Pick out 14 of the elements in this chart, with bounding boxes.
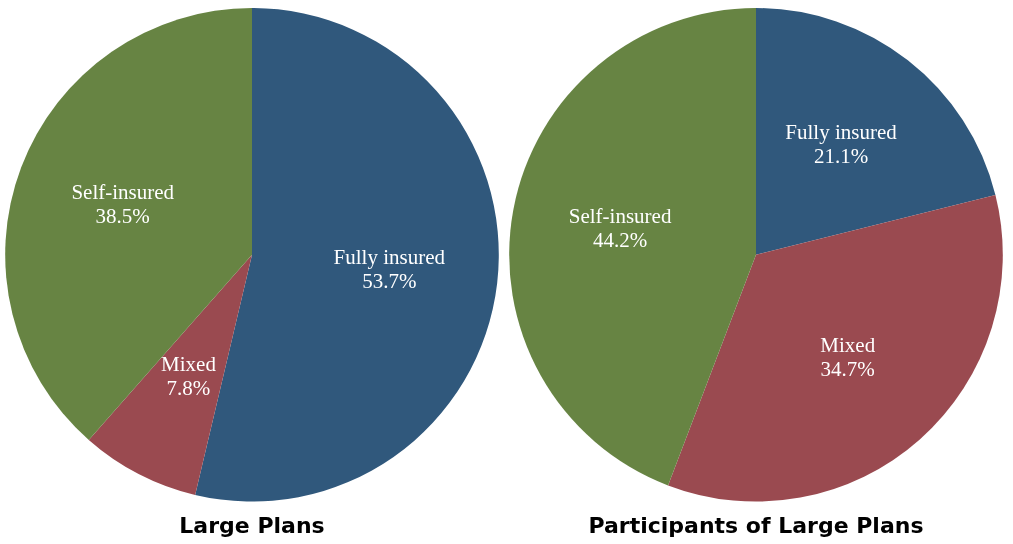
slice-label: Mixed: [161, 352, 217, 377]
data-label: 53.7%: [362, 269, 417, 294]
slice-label: Self-insured: [71, 180, 175, 205]
data-label: 44.2%: [592, 228, 648, 253]
slice-label: Self-insured: [568, 204, 672, 229]
data-label: 34.7%: [820, 356, 875, 381]
text: Large Plans: [179, 512, 325, 538]
text: Participants of Large Plans: [588, 512, 924, 538]
slice-label: Fully insured: [333, 245, 446, 270]
data-label: 7.8%: [166, 376, 211, 401]
data-label: 38.5%: [95, 204, 150, 229]
slice-label: Mixed: [820, 332, 876, 357]
slice-label: Fully insured: [785, 120, 898, 145]
data-label: 21.1%: [813, 144, 869, 169]
